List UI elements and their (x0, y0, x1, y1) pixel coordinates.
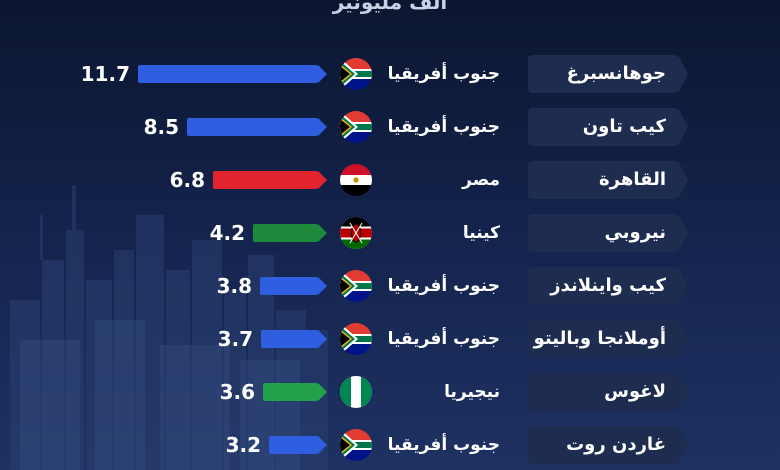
city-label-box: نيروبي (528, 214, 688, 252)
bar-tip (318, 436, 327, 454)
city-label-box: كيب واينلاندز (528, 267, 688, 305)
kenya-flag-icon (340, 217, 372, 249)
category-label: جوهانسبرغ (566, 63, 666, 84)
bar-tip (318, 118, 327, 136)
data-label: 3.2 (225, 433, 261, 457)
country-label: جنوب أفريقيا (387, 329, 500, 349)
country-label: جنوب أفريقيا (387, 435, 500, 455)
unit-caption: ألف مليونير (332, 0, 448, 14)
bar (260, 277, 318, 295)
bar (213, 171, 318, 189)
chart-row: كيب تاون جنوب أفريقيا 8.5 (0, 104, 780, 150)
nigeria-flag-icon (340, 376, 372, 408)
country-label: جنوب أفريقيا (387, 64, 500, 84)
city-label-box: كيب تاون (528, 108, 688, 146)
country-label: نيجيريا (444, 382, 500, 402)
data-label: 3.7 (217, 327, 253, 351)
chart-row: القاهرة مصر 6.8 (0, 157, 780, 203)
city-label-box: لاغوس (528, 373, 688, 411)
bar-tip (318, 330, 327, 348)
category-label: أوملانجا وباليتو (533, 328, 666, 349)
chart-row: نيروبي كينيا 4.2 (0, 210, 780, 256)
country-label: جنوب أفريقيا (387, 117, 500, 137)
data-label: 4.2 (209, 221, 245, 245)
category-label: كيب تاون (582, 116, 666, 137)
data-label: 3.8 (216, 274, 252, 298)
bar (138, 65, 318, 83)
egypt-flag-icon (340, 164, 372, 196)
south-africa-flag-icon (340, 111, 372, 143)
chart-row: كيب واينلاندز جنوب أفريقيا 3.8 (0, 263, 780, 309)
data-label: 11.7 (80, 62, 130, 86)
bar (261, 330, 318, 348)
city-label-box: غاردن روت (528, 426, 688, 464)
bar (269, 436, 318, 454)
bar (253, 224, 318, 242)
city-label-box: القاهرة (528, 161, 688, 199)
bar (263, 383, 318, 401)
country-label: كينيا (462, 223, 500, 243)
country-label: جنوب أفريقيا (387, 276, 500, 296)
city-label-box: أوملانجا وباليتو (528, 320, 688, 358)
city-label-box: جوهانسبرغ (528, 55, 688, 93)
data-label: 6.8 (169, 168, 205, 192)
bar-tip (318, 277, 327, 295)
chart-row: غاردن روت جنوب أفريقيا 3.2 (0, 422, 780, 468)
chart-row: جوهانسبرغ جنوب أفريقيا 11.7 (0, 51, 780, 97)
category-label: غاردن روت (566, 434, 666, 455)
category-label: كيب واينلاندز (550, 275, 666, 296)
south-africa-flag-icon (340, 58, 372, 90)
bar-tip (318, 224, 327, 242)
category-label: لاغوس (604, 381, 666, 402)
bar (187, 118, 318, 136)
category-label: القاهرة (599, 169, 666, 190)
country-label: مصر (462, 170, 500, 190)
chart-row: لاغوس نيجيريا 3.6 (0, 369, 780, 415)
south-africa-flag-icon (340, 429, 372, 461)
bar-tip (318, 171, 327, 189)
category-label: نيروبي (604, 222, 666, 243)
data-label: 3.6 (219, 380, 255, 404)
chart-row: أوملانجا وباليتو جنوب أفريقيا 3.7 (0, 316, 780, 362)
south-africa-flag-icon (340, 270, 372, 302)
south-africa-flag-icon (340, 323, 372, 355)
bar-tip (318, 65, 327, 83)
data-label: 8.5 (143, 115, 179, 139)
bar-tip (318, 383, 327, 401)
